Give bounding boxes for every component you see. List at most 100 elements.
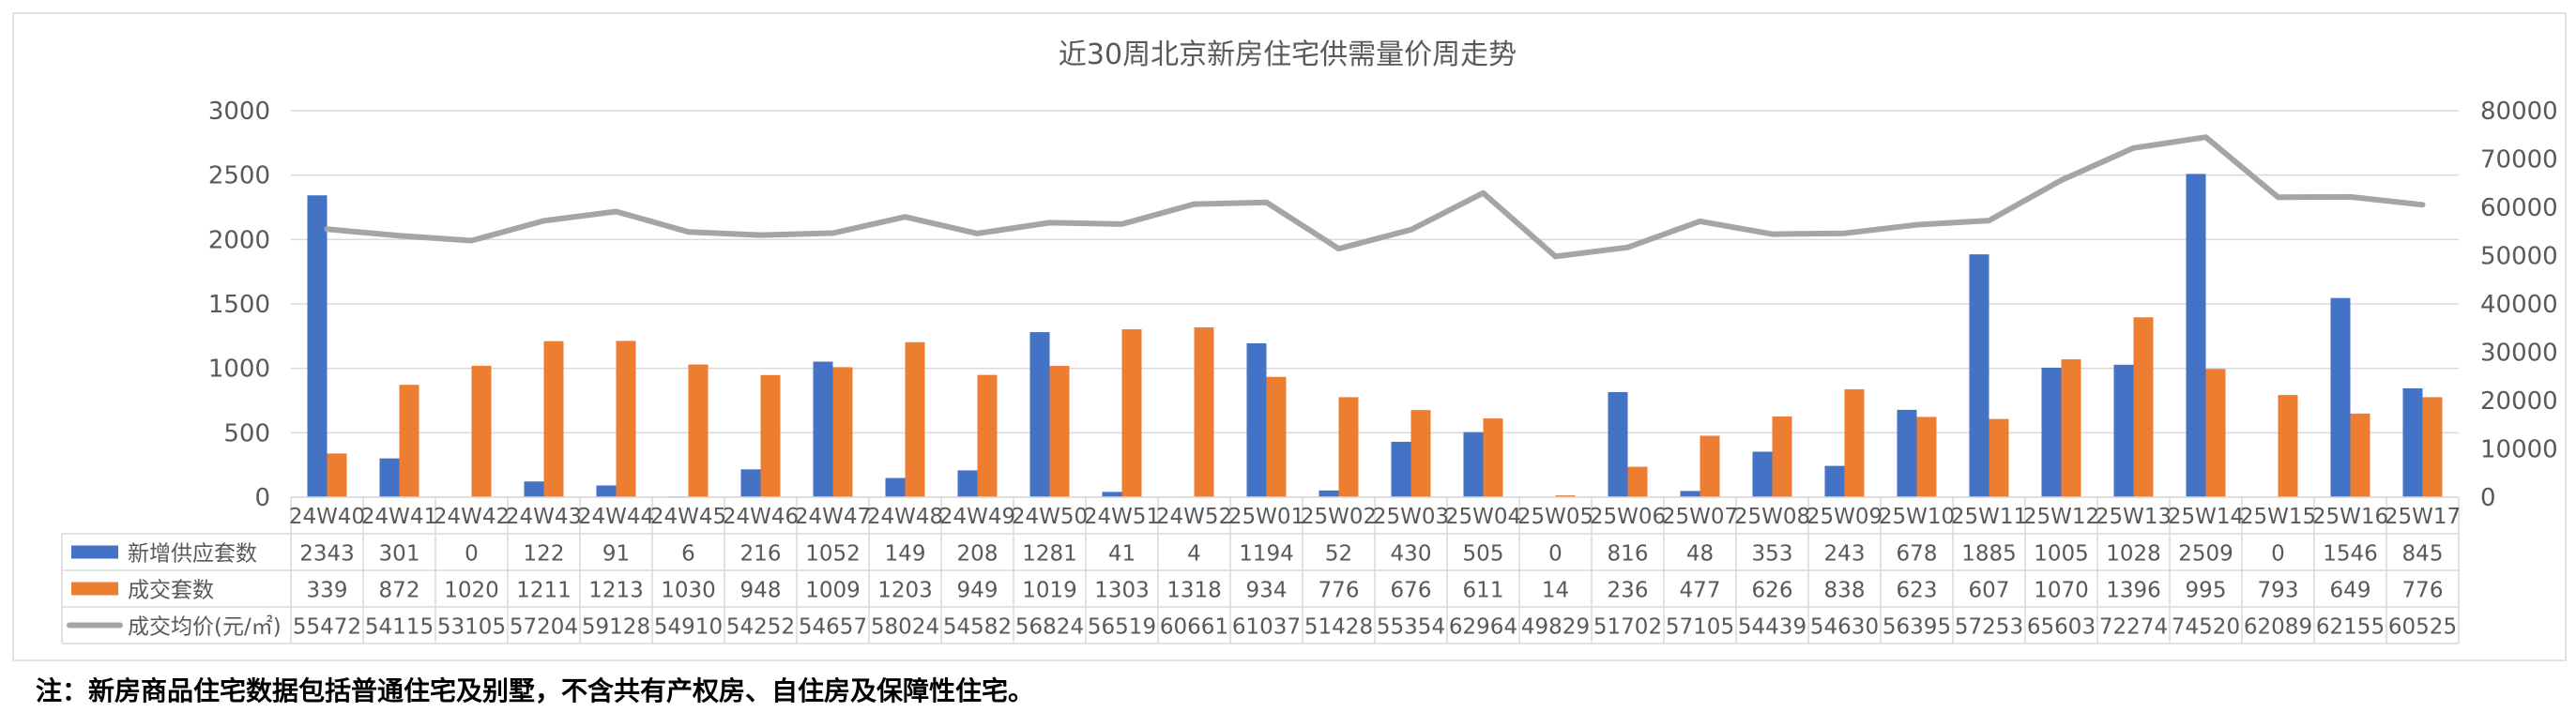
y-left-tick-label: 2000: [208, 226, 270, 254]
data-label: 0: [465, 542, 479, 567]
data-label: 54910: [654, 615, 723, 640]
bar: [543, 341, 564, 497]
y-right-tick-label: 80000: [2480, 98, 2558, 126]
x-tick-label: 24W45: [650, 505, 726, 529]
bar: [760, 374, 781, 497]
data-label: 216: [740, 542, 782, 567]
data-label: 57253: [1955, 615, 2023, 640]
data-label: 51702: [1593, 615, 1662, 640]
data-label: 56519: [1088, 615, 1156, 640]
data-label: 236: [1608, 579, 1649, 603]
y-right-tick-label: 30000: [2480, 340, 2558, 368]
bar: [957, 470, 978, 497]
bar: [471, 365, 492, 497]
x-tick-label: 24W44: [578, 505, 654, 529]
legend-label: 成交套数: [128, 579, 214, 603]
legend-key: [71, 545, 118, 559]
bar: [1916, 417, 1937, 497]
data-label: 4: [1187, 542, 1201, 567]
data-label: 776: [1318, 579, 1360, 603]
data-label: 243: [1824, 542, 1866, 567]
bar: [2422, 397, 2443, 497]
data-label: 14: [1542, 579, 1569, 603]
bar: [1483, 418, 1503, 497]
x-tick-label: 25W12: [2023, 505, 2099, 529]
x-tick-label: 24W51: [1084, 505, 1160, 529]
bar: [2186, 174, 2206, 497]
x-tick-label: 25W13: [2096, 505, 2172, 529]
legend-label: 新增供应套数: [128, 542, 257, 567]
bar: [1338, 397, 1359, 497]
data-label: 54630: [1810, 615, 1879, 640]
bar: [327, 453, 347, 497]
data-label: 51428: [1304, 615, 1373, 640]
data-label: 301: [379, 542, 420, 567]
data-label: 65603: [2027, 615, 2096, 640]
data-label: 61037: [1232, 615, 1301, 640]
bar: [1772, 417, 1792, 497]
data-label: 1281: [1022, 542, 1077, 567]
data-label: 339: [307, 579, 348, 603]
data-label: 1005: [2034, 542, 2089, 567]
data-label: 1194: [1239, 542, 1294, 567]
data-label: 816: [1608, 542, 1649, 567]
data-label: 1020: [444, 579, 499, 603]
bar: [1410, 410, 1431, 497]
data-label: 1318: [1166, 579, 1222, 603]
x-tick-label: 25W09: [1806, 505, 1882, 529]
data-label: 430: [1391, 542, 1432, 567]
y-left-tick-label: 1500: [208, 291, 270, 319]
bar: [1752, 451, 1773, 497]
bar: [2402, 387, 2423, 497]
bar: [2133, 317, 2154, 497]
data-label: 54252: [726, 615, 795, 640]
data-label: 57204: [510, 615, 578, 640]
data-label: 1028: [2106, 542, 2161, 567]
x-tick-label: 24W52: [1156, 505, 1232, 529]
x-tick-label: 25W17: [2385, 505, 2461, 529]
bar: [1049, 366, 1070, 497]
series-line: [324, 134, 2426, 260]
bar: [2278, 395, 2298, 497]
bar: [307, 195, 328, 497]
data-label: 48: [1686, 542, 1714, 567]
data-label: 2509: [2178, 542, 2233, 567]
bar: [1627, 466, 1648, 497]
data-label: 1009: [805, 579, 861, 603]
data-label: 0: [2271, 542, 2285, 567]
x-tick-label: 25W05: [1517, 505, 1593, 529]
bar: [1246, 343, 1267, 497]
data-label: 149: [885, 542, 926, 567]
bar: [524, 481, 544, 497]
bar: [1989, 418, 2009, 497]
data-label: 611: [1463, 579, 1504, 603]
data-label: 57105: [1666, 615, 1734, 640]
x-tick-label: 25W14: [2168, 505, 2244, 529]
bar: [1608, 391, 1628, 497]
data-label: 6: [681, 542, 695, 567]
data-label: 58024: [871, 615, 939, 640]
bar: [2350, 413, 2370, 497]
data-label: 62089: [2244, 615, 2312, 640]
data-label: 55472: [293, 615, 361, 640]
x-tick-label: 25W08: [1734, 505, 1810, 529]
data-label: 623: [1897, 579, 1938, 603]
data-label: 1019: [1022, 579, 1077, 603]
x-tick-label: 24W50: [1012, 505, 1088, 529]
bar: [596, 485, 617, 497]
x-tick-label: 25W03: [1373, 505, 1449, 529]
y-left-tick-label: 2500: [208, 162, 270, 190]
data-label: 934: [1246, 579, 1288, 603]
x-tick-label: 24W46: [723, 505, 799, 529]
data-label: 54582: [943, 615, 1012, 640]
y-left-tick-label: 0: [254, 484, 270, 512]
bar: [832, 367, 853, 497]
data-label: 1211: [516, 579, 572, 603]
y-left-tick-label: 500: [223, 419, 270, 447]
data-label: 62964: [1449, 615, 1517, 640]
data-label: 1396: [2106, 579, 2161, 603]
x-tick-label: 24W48: [867, 505, 943, 529]
data-label: 626: [1752, 579, 1793, 603]
